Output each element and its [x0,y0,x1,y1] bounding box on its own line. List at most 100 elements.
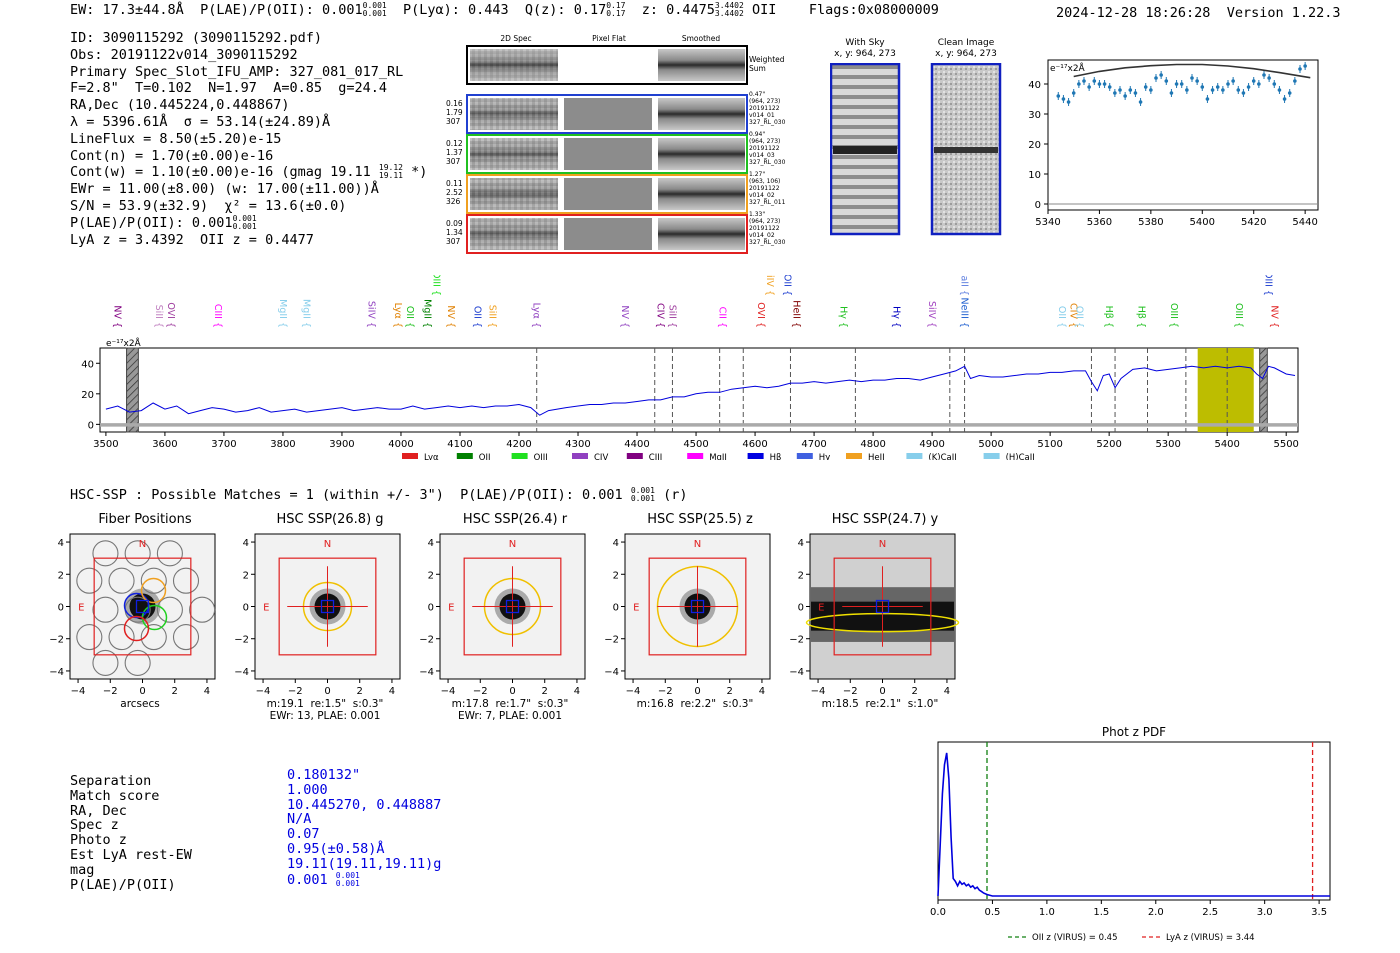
match-label-plae: P(LAE)/P(OII) [70,876,176,893]
east-label: E [78,603,84,614]
y-tick-label: 20 [81,390,94,401]
cutout-pixel-flat [564,138,652,170]
hsc-tile-title: HSC SSP(24.7) y [831,512,939,527]
emission-line-label: MgII { [277,299,288,328]
emission-line-label: SiIV { [366,301,377,328]
legend-label: OII [479,453,491,460]
data-point [1205,97,1210,101]
match-value-score: 1.000 [287,781,328,798]
info-plae: P(LAE)/P(OII): 0.001 0.001 0.001 [70,214,427,232]
weighted-sum-label: Weighted Sum [749,55,785,73]
x-tick-label: 5380 [1138,217,1163,228]
spectrum-line [105,365,1296,416]
match-value-plae-main: 0.001 [287,871,328,888]
emission-line-label: OVI { [755,302,766,328]
match-plae-sup: 0.001 [335,870,360,880]
match-label-score: Match score [70,787,160,804]
fiber-circle [189,596,216,623]
emission-line-label: NV { [619,305,630,328]
match-plae-sub: 0.001 [335,878,360,888]
legend-label: Hγ [819,453,830,460]
info-contw-label: Cont(w) = 1.10(±0.00)e-16 (gmag 19.11 [70,164,371,181]
data-point [1231,79,1235,83]
info-plae-sub: 0.001 [232,221,257,231]
x-tick-label: 3500 [93,439,118,450]
north-label: N [694,539,701,550]
target-box [505,599,520,614]
photz-frame [937,741,1331,901]
x-tick-label: 0 [879,686,885,697]
legend-swatch [846,453,862,459]
legend-label: Hβ [770,453,782,460]
header-qz-sup: 0.17 [606,1,626,10]
info-primary: Primary Spec_Slot_IFU_AMP: 327_081_017_R… [70,63,404,80]
data-point [1185,88,1189,92]
emission-line-label: NV { [1268,305,1279,328]
hsc-tile-caption: m:16.8 re:2.2" s:0.3" [636,698,754,710]
data-point [1149,88,1153,92]
data-point [1298,67,1302,71]
cutout-row-stats: 0.12 1.37 307 [446,139,463,166]
emission-line-label: SiIV { [926,301,937,328]
fiber-circle [92,540,119,567]
emission-line-label: CIV { [655,303,666,328]
emission-line-label: NV { [112,305,123,328]
fiber-circle [108,624,135,651]
data-point [1246,85,1251,89]
x-tick-label: −4 [626,686,641,697]
data-point [1277,88,1282,92]
spectral-cutouts: 2D Spec Pixel Flat Smoothed We [446,33,796,258]
match-value-radec: 10.445270, 0.448887 [287,796,442,813]
cutout-row-frame [466,174,748,214]
x-tick-label: 4800 [860,439,885,450]
info-contw: Cont(w) = 1.10(±0.00)e-16 (gmag 19.11 19… [70,164,427,181]
match-label-ew: Est LyA rest-EW [70,846,192,863]
data-point [1143,85,1148,89]
header-z-line: OII [751,2,777,18]
info-obs: Obs: 20191122v014_3090115292 [70,46,298,63]
emission-line-label: CIV { [1068,303,1079,328]
search-box [93,557,192,656]
hsc-tile-y: N E −4 −4 −2 −2 0 0 2 2 4 4 [790,533,960,697]
x-tick-label: 0 [509,686,515,697]
search-box [833,557,932,656]
data-point [1282,97,1287,101]
cutout-smoothed [658,218,745,250]
col-header-pixel-flat: Pixel Flat [592,34,626,43]
x-tick-label: −4 [71,686,86,697]
emission-line-label: Hβ { [1103,306,1114,328]
data-point [1087,85,1091,89]
fiber-circle [140,624,167,651]
col-header-2d-spec: 2D Spec [500,34,532,43]
y-tick-label: 0 [798,603,804,614]
x-tick-label: 5000 [978,439,1003,450]
y-tick-label: −4 [605,667,619,678]
cutout-row-stats: 0.09 1.34 307 [446,219,463,246]
legend-swatch [983,453,1000,459]
x-tick-label: 3.0 [1257,907,1273,918]
clean-image [930,63,1002,236]
data-point [1061,97,1066,101]
data-point [1174,82,1179,86]
x-tick-label: −4 [811,686,826,697]
x-tick-label: 1.5 [1093,907,1109,918]
data-point [1066,100,1071,104]
data-point [1138,100,1143,104]
legend-swatch [747,453,764,459]
emission-line-label: OVI { [165,302,176,328]
with-sky-title: With Sky x, y: 964, 273 [826,38,904,60]
data-point [1179,82,1184,86]
hsc-tile-caption: m:18.5 re:2.1" s:1.0" [821,698,939,710]
emission-line-label: OIII { [1233,303,1244,328]
header-summary: EW: 17.3±44.8Å P(LAE)/P(OII): 0.001 0.001… [70,1,939,19]
legend-swatch [572,453,588,459]
match-value-mag: 19.11(19.11,19.11)g [287,855,442,872]
info-contw-sup: 19.12 [378,163,403,173]
match-value-separation: 0.180132" [287,767,361,783]
fiber-circle [108,567,135,594]
cutout-row-frame [466,94,748,134]
data-point [1293,79,1297,83]
y-tick-label: 0 [428,603,434,614]
x-tick-label: 4 [759,686,765,697]
y-tick-label: 2 [613,570,619,581]
